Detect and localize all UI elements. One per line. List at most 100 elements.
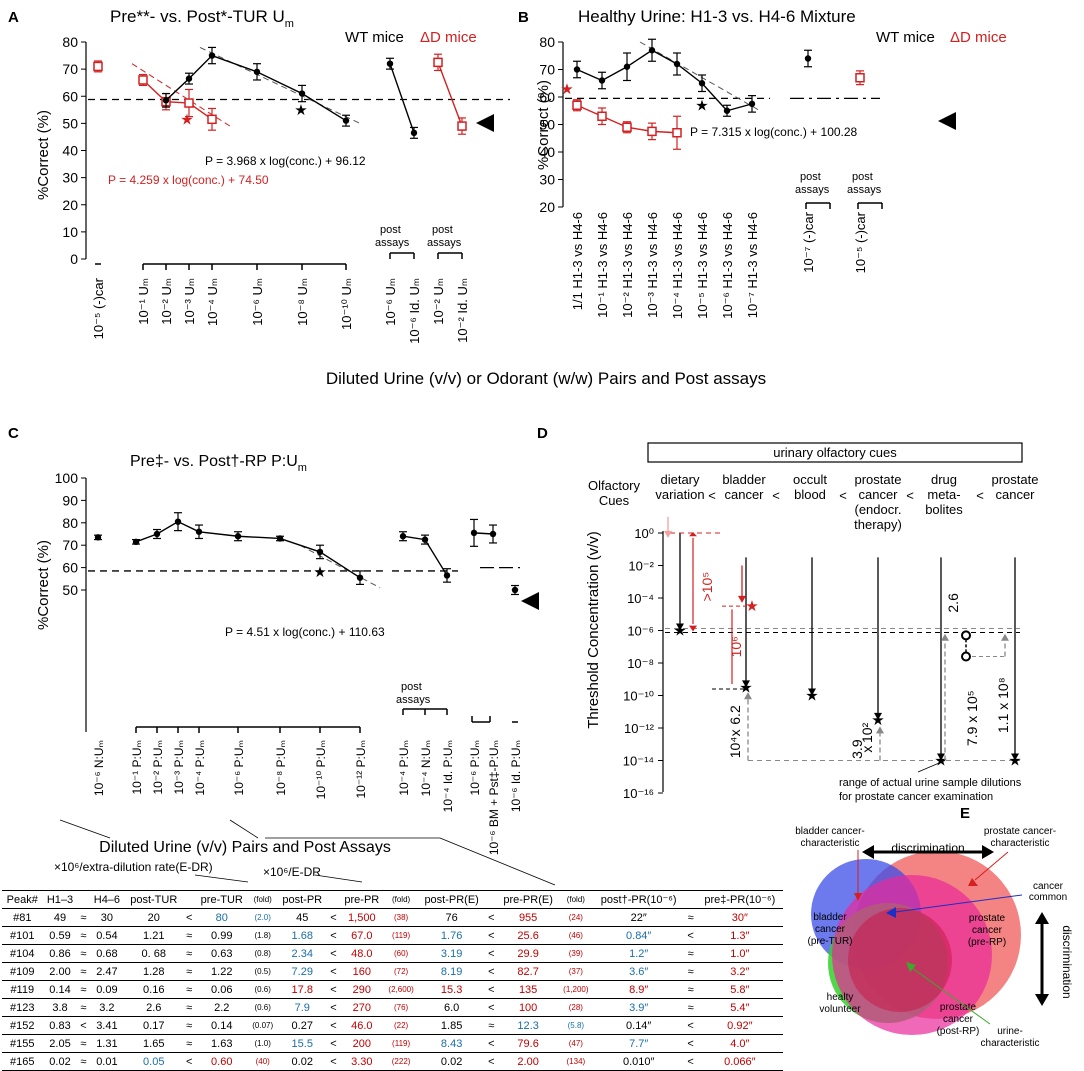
table-cell: #152 — [2, 1016, 43, 1035]
panel-a-post-label-2: assays — [375, 237, 410, 249]
cue-label: meta- — [927, 487, 960, 502]
arrow-head — [808, 688, 816, 696]
table-cell: 0.02 — [42, 1052, 78, 1071]
panel-a-equation-red: P = 4.259 x log(conc.) + 74.50 — [108, 173, 269, 187]
table-cell: 7.7″ — [592, 1034, 685, 1053]
panel-b-post-label-4: assays — [847, 184, 882, 196]
less-than-sign: < — [976, 488, 984, 503]
table-cell: ≈ — [77, 926, 90, 945]
significance-star: ★ — [739, 679, 752, 696]
venn-overlap — [848, 908, 952, 1012]
significance-star: ★ — [745, 598, 758, 615]
table-row: #104 0.86 ≈0.68 0. 68 ≈0.63 (0.8) 2.34 <48.0 (60… — [2, 944, 783, 963]
table-cell: 200 — [339, 1034, 385, 1053]
pointer-head — [886, 907, 896, 918]
table-row: #152 0.83 <3.41 0.17 ≈0.14 (0.07) 0.27 <46.0 (22… — [2, 1016, 783, 1035]
venn-label: volunteer — [819, 1004, 861, 1015]
table-cell: 76 — [418, 908, 486, 927]
table-cell: (5.8) — [558, 1016, 593, 1035]
table-header-cell: pre-TUR — [195, 890, 249, 909]
table-cell: #119 — [2, 980, 43, 999]
panel-c-post-label-2: assays — [396, 694, 431, 706]
data-point — [208, 52, 216, 59]
table-cell: 0.86 — [42, 944, 78, 963]
panel-c-title-sub: m — [298, 462, 307, 474]
panel-a-x-labels: 10⁻⁵ (-)car 10⁻¹ Uₘ 10⁻² Uₘ 10⁻³ Uₘ 10⁻⁴ Uₘ 1… — [91, 277, 470, 344]
panel-c-ylabel: %Correct (%) — [35, 540, 52, 630]
table-cell: 160 — [339, 962, 385, 981]
table-cell: 0.14 — [42, 980, 78, 999]
table-cell: ≈ — [77, 908, 90, 927]
table-cell: 0.14 — [195, 1016, 249, 1035]
data-point — [673, 60, 681, 68]
data-point — [234, 533, 242, 540]
arrow-head — [738, 595, 746, 603]
x-tick-label: 10⁻⁴ Uₘ — [205, 278, 220, 326]
y-tick-label: 20 — [62, 197, 78, 213]
data-point-square — [207, 114, 217, 125]
venn-label: prostate — [940, 1002, 977, 1013]
connector-line — [59, 819, 111, 839]
chance-arrow — [938, 112, 956, 130]
data-point-square — [93, 61, 103, 72]
table-cell: 2.00 — [497, 1052, 559, 1071]
table-cell: 2.47 — [89, 962, 125, 981]
panel-b-post-label-2: assays — [795, 184, 830, 196]
x-tick-label: 10⁻² Id. Uₘ — [455, 278, 470, 343]
venn-label: urine- — [997, 1026, 1023, 1037]
venn-label: prostate — [969, 913, 1006, 924]
arrow-head — [689, 625, 697, 632]
table-cell: 1.21 — [124, 926, 184, 945]
data-point — [276, 535, 284, 542]
x-tick-label: 10⁻² P:Uₘ — [151, 740, 165, 795]
venn-label: cancer — [943, 1014, 974, 1025]
x-tick-label: 10⁻⁸ Uₘ — [295, 278, 310, 326]
data-point — [623, 63, 631, 70]
table-cell: (38) — [384, 908, 418, 927]
panel-a-title: Pre**- vs. Post*-TUR Um — [110, 7, 294, 30]
table-cell: 0.99 — [195, 926, 249, 945]
data-point-square — [138, 75, 148, 85]
table-cell: < — [183, 1052, 196, 1071]
x-tick-label: 10⁻³ P:Uₘ — [172, 740, 186, 795]
table-cell: 0.06 — [195, 980, 249, 999]
arrow-head — [1035, 994, 1049, 1006]
table-cell: ≈ — [183, 926, 196, 945]
panel-d-letter: D — [537, 425, 548, 442]
panel-d: D urinary olfactory cues Olfactory Cues … — [537, 425, 1038, 803]
y-tick-label: 10⁻² — [628, 559, 654, 574]
table-cell: < — [327, 944, 340, 963]
panel-c-x-labels: 10⁻⁶ N:Uₘ 10⁻¹ P:Uₘ 10⁻² P:Uₘ 10⁻³ P:Uₘ 10⁻⁴… — [92, 740, 523, 855]
cue-label: prostate — [855, 472, 902, 487]
data-point — [132, 538, 140, 546]
x-tick-label: 10⁻¹² P:Uₘ — [354, 740, 368, 799]
table-cell: 3.8 — [42, 998, 78, 1017]
table-cell: ≈ — [684, 962, 697, 981]
data-point-square — [457, 121, 467, 131]
peak-table-body: #81 49 ≈30 20 <80 (2.0) 45 <1,500 (38) 76 <955 (24)… — [2, 908, 783, 1071]
cue-label: occult — [793, 472, 827, 487]
x-tick-label: 10⁻⁷ (-)car — [801, 211, 816, 272]
y-tick-label: 10⁻¹⁶ — [623, 786, 654, 801]
table-cell: 1.63 — [195, 1034, 249, 1053]
table-cell: ≈ — [77, 944, 90, 963]
connector-line — [314, 874, 363, 883]
table-cell: (119) — [384, 926, 418, 945]
table-cell: ≈ — [183, 980, 196, 999]
table-cell: 0.27 — [277, 1016, 328, 1035]
data-point — [185, 75, 193, 82]
cue-label: cancer — [858, 487, 898, 502]
annotation: 10² — [859, 722, 875, 743]
table-cell: 3.9″ — [592, 998, 685, 1017]
table-cell: #101 — [2, 926, 43, 945]
range-pointer — [917, 760, 946, 773]
data-point — [421, 536, 429, 543]
panel-a-post-label-1: post — [380, 224, 401, 236]
arrow-head — [744, 692, 752, 700]
x-tick-label: 10⁻² Uₘ — [431, 278, 446, 325]
annotation: 2.6 — [945, 593, 961, 613]
panel-e-labels: discrimination discrimination bladder canc… — [795, 826, 1074, 1049]
panel-b-title: Healthy Urine: H1-3 vs. H4-6 Mixture — [578, 7, 856, 26]
table-cell: 0.83 — [42, 1016, 78, 1035]
